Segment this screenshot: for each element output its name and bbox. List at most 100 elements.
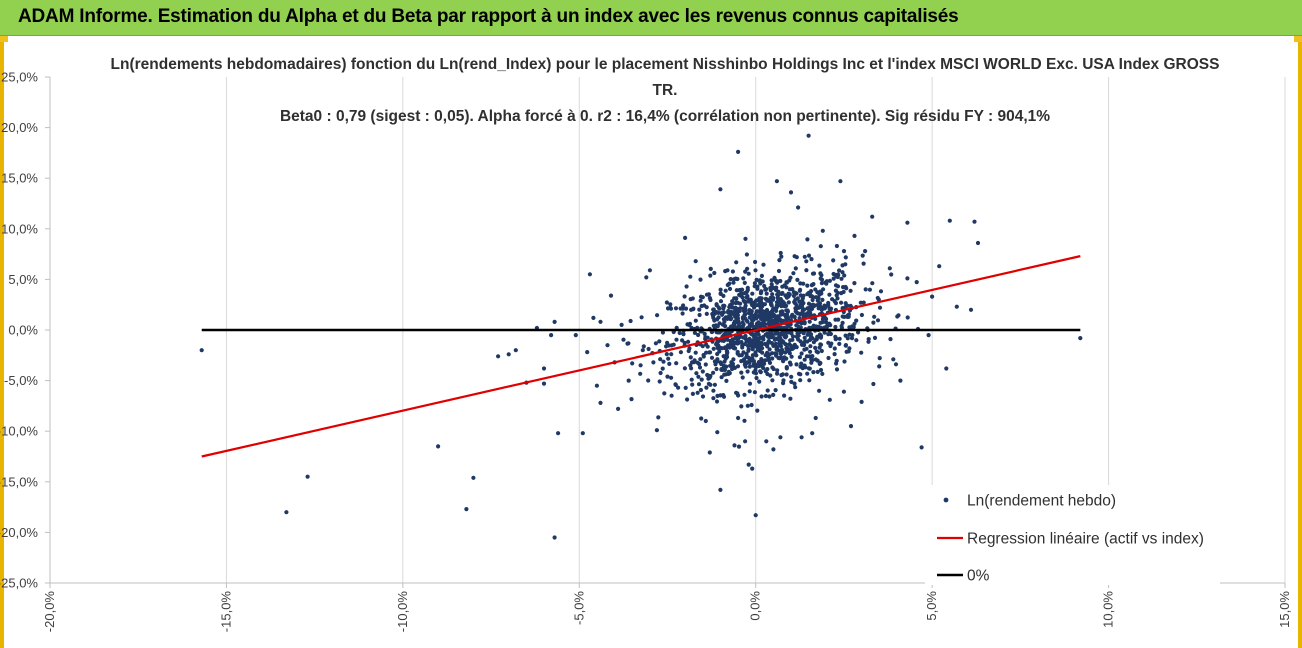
scatter-point	[646, 346, 651, 352]
scatter-point	[506, 352, 511, 357]
scatter-point	[736, 415, 741, 421]
scatter-point	[802, 335, 807, 340]
scatter-point	[753, 368, 758, 373]
scatter-point	[639, 315, 644, 320]
scatter-point	[831, 276, 836, 281]
scatter-point	[895, 314, 900, 319]
scatter-point	[725, 316, 730, 321]
scatter-point	[700, 344, 705, 349]
scatter-point	[752, 284, 757, 289]
scatter-point	[703, 336, 708, 342]
scatter-point	[871, 320, 876, 325]
scatter-point	[736, 444, 742, 449]
scatter-point	[937, 264, 942, 269]
scatter-point	[770, 378, 775, 383]
scatter-point	[740, 295, 745, 300]
frame-corner-left	[0, 36, 8, 42]
scatter-point	[740, 315, 746, 320]
scatter-point	[678, 350, 684, 355]
scatter-point	[689, 377, 694, 382]
scatter-point	[662, 391, 667, 396]
scatter-point	[739, 339, 744, 345]
scatter-point	[818, 342, 823, 347]
scatter-point	[701, 354, 706, 359]
scatter-point	[802, 320, 807, 325]
scatter-point	[471, 475, 476, 480]
scatter-point	[692, 330, 698, 335]
scatter-point	[745, 403, 750, 408]
scatter-point	[661, 359, 666, 364]
scatter-point	[741, 276, 746, 281]
scatter-point	[646, 378, 651, 383]
scatter-point	[680, 306, 685, 311]
scatter-point	[753, 362, 758, 367]
scatter-point	[778, 250, 783, 256]
scatter-point	[822, 325, 827, 330]
scatter-point	[848, 424, 854, 429]
scatter-point	[799, 320, 804, 325]
scatter-point	[436, 444, 441, 449]
scatter-point	[773, 388, 778, 393]
scatter-point	[759, 273, 765, 278]
scatter-point	[817, 301, 823, 306]
scatter-point	[728, 363, 733, 368]
title-backdrop	[130, 50, 1190, 128]
scatter-point	[724, 364, 729, 369]
scatter-point	[774, 300, 780, 305]
scatter-point	[863, 287, 868, 292]
scatter-point	[733, 336, 738, 341]
scatter-point	[732, 443, 737, 448]
scatter-point	[731, 357, 736, 362]
scatter-point	[754, 309, 760, 314]
scatter-point	[877, 364, 882, 369]
scatter-point	[787, 342, 792, 347]
scatter-point	[831, 258, 836, 263]
scatter-point	[698, 357, 703, 362]
scatter-point	[820, 371, 825, 376]
scatter-point	[668, 306, 674, 311]
report-banner: ADAM Informe. Estimation du Alpha et du …	[0, 0, 1302, 36]
scatter-point	[753, 344, 758, 349]
scatter-point	[828, 331, 834, 337]
scatter-point	[788, 338, 793, 343]
scatter-point	[775, 279, 780, 284]
scatter-point	[740, 320, 745, 325]
scatter-point	[724, 352, 729, 357]
scatter-point	[720, 312, 725, 317]
scatter-point	[587, 272, 593, 277]
scatter-point	[718, 360, 723, 365]
scatter-point	[660, 366, 665, 371]
scatter-point	[811, 304, 816, 309]
scatter-point	[930, 294, 935, 299]
scatter-point	[763, 393, 769, 399]
scatter-point	[671, 342, 676, 347]
scatter-point	[784, 346, 789, 351]
scatter-point	[778, 309, 783, 314]
scatter-point	[742, 342, 747, 347]
x-tick-label: 0,0%	[748, 591, 763, 621]
scatter-point	[669, 393, 674, 398]
scatter-point	[813, 415, 818, 421]
scatter-point	[856, 330, 861, 335]
scatter-point	[723, 288, 728, 293]
chart-frame	[0, 36, 1302, 648]
scatter-point	[693, 350, 698, 355]
scatter-point	[745, 369, 750, 374]
scatter-point	[782, 333, 787, 338]
scatter-point	[731, 280, 736, 285]
scatter-point	[847, 346, 852, 351]
scatter-point	[743, 333, 748, 339]
scatter-point	[682, 340, 687, 345]
scatter-point	[751, 317, 756, 322]
scatter-point	[669, 375, 674, 380]
scatter-point	[777, 258, 782, 263]
scatter-point	[716, 315, 721, 320]
scatter-point	[580, 431, 585, 436]
scatter-point	[711, 315, 716, 320]
scatter-point	[724, 378, 729, 383]
scatter-point	[818, 271, 823, 276]
scatter-point	[848, 288, 853, 293]
scatter-point	[888, 337, 893, 342]
scatter-point	[684, 284, 689, 289]
